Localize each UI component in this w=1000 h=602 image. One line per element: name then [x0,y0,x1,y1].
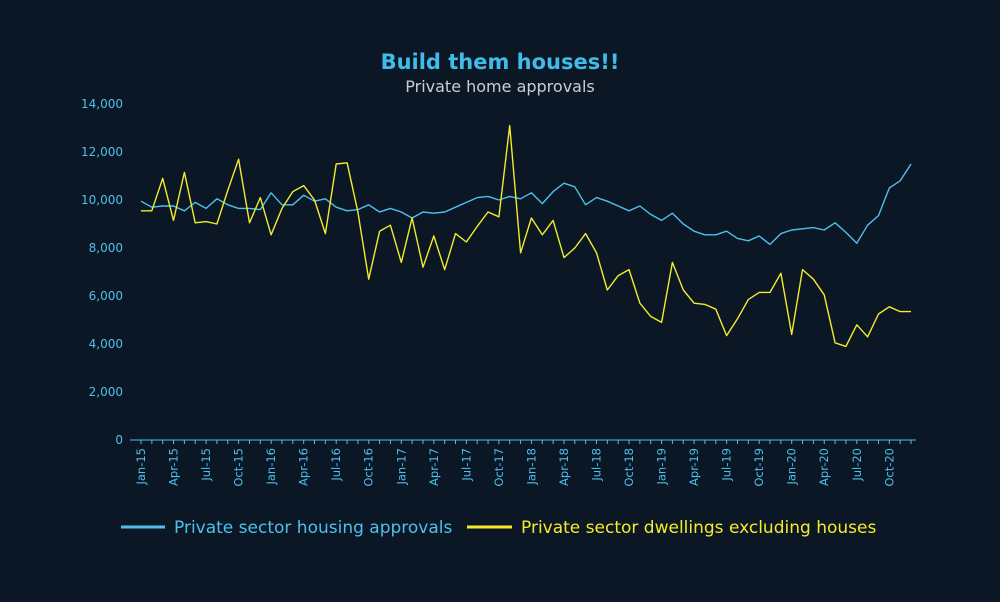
x-tick-label: Oct-16 [362,448,376,487]
x-tick-label: Jul-17 [459,448,473,482]
x-tick-label: Jul-20 [850,448,864,482]
x-tick-label: Oct-20 [882,448,896,487]
chart-subtitle: Private home approvals [405,77,595,96]
x-tick-label: Jul-16 [329,448,343,482]
x-tick-label: Jan-17 [394,448,408,486]
x-tick-label: Jul-18 [589,448,603,482]
x-tick-label: Jan-16 [264,448,278,486]
y-tick-label: 10,000 [81,193,123,207]
x-tick-label: Jan-15 [134,448,148,486]
y-tick-label: 14,000 [81,97,123,111]
x-axis-ticks: Jan-15 Apr-15 Jul-15 Oct-15 Jan-16 Apr-16 Jul-… [134,440,912,487]
x-tick-label: Oct-19 [752,448,766,487]
x-tick-label: Apr-16 [297,448,311,486]
y-tick-label: 8,000 [89,241,123,255]
x-tick-label: Jul-19 [720,448,734,482]
y-tick-label: 12,000 [81,145,123,159]
x-tick-label: Oct-15 [232,448,246,487]
x-tick-label: Jan-19 [655,448,669,486]
legend-label-approvals: Private sector housing approvals [174,518,453,538]
series-line-approvals [140,163,912,246]
series-line-dwellings [141,124,911,348]
y-tick-label: 2,000 [89,385,123,399]
x-tick-label: Jan-20 [785,448,799,486]
series-lines [140,124,912,348]
legend-label-dwellings: Private sector dwellings excluding house… [521,518,876,538]
legend: Private sector housing approvals Private… [121,518,876,538]
y-tick-label: 6,000 [89,289,123,303]
x-tick-label: Apr-20 [817,448,831,486]
y-tick-label: 0 [115,433,123,447]
x-tick-label: Oct-18 [622,448,636,487]
x-tick-label: Jul-15 [199,448,213,482]
x-tick-label: Jan-18 [524,448,538,486]
x-tick-label: Apr-15 [167,448,181,486]
x-tick-label: Apr-17 [427,448,441,486]
x-tick-label: Apr-19 [687,448,701,486]
chart-title: Build them houses!! [381,50,620,74]
y-tick-label: 4,000 [89,337,123,351]
y-axis-ticks: 0 2,000 4,000 6,000 8,000 10,000 12,000 14,000 [81,97,123,447]
x-tick-label: Apr-18 [557,448,571,486]
x-tick-label: Oct-17 [492,448,506,487]
